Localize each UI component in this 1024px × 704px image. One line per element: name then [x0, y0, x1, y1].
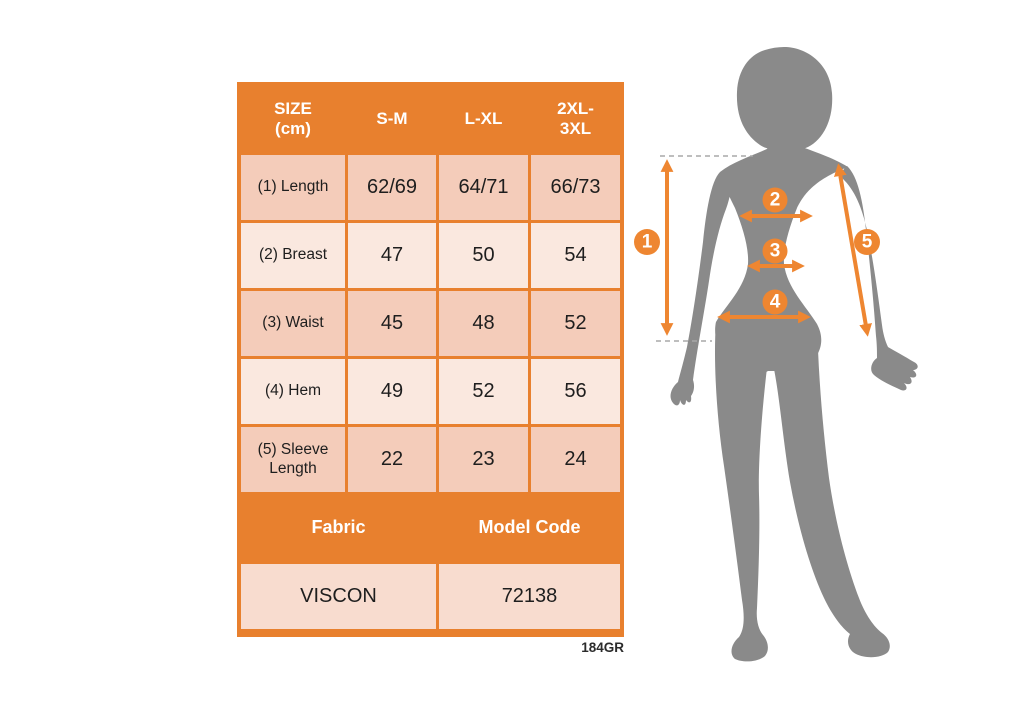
- size-table: SIZE (cm) S-M L-XL 2XL-3XL (1) Length 62…: [237, 82, 624, 637]
- row-label-length: (1) Length: [241, 155, 345, 220]
- cell-hem-2xl-3xl: 56: [531, 359, 620, 424]
- cell-waist-2xl-3xl: 52: [531, 291, 620, 356]
- row-label-waist: (3) Waist: [241, 291, 345, 356]
- marker-circle-4: [762, 289, 788, 315]
- marker-number-3: 3: [770, 241, 781, 262]
- marker-number-4: 4: [770, 292, 781, 313]
- cell-sleeve-2xl-3xl: 24: [531, 427, 620, 492]
- cell-length-2xl-3xl: 66/73: [531, 155, 620, 220]
- cell-hem-s-m: 49: [348, 359, 436, 424]
- marker-number-2: 2: [770, 190, 781, 211]
- footer-value-model-code: 72138: [439, 564, 620, 629]
- row-label-sleeve-length: (5) Sleeve Length: [241, 427, 345, 492]
- cell-sleeve-s-m: 22: [348, 427, 436, 492]
- marker-circle-1: [634, 229, 660, 255]
- marker-circle-2: [762, 187, 788, 213]
- measurement-diagram: 1 2 3 4 5: [634, 47, 918, 662]
- row-label-breast: (2) Breast: [241, 223, 345, 288]
- cell-waist-s-m: 45: [348, 291, 436, 356]
- marker-number-1: 1: [642, 232, 653, 253]
- table-header-l-xl: L-XL: [439, 86, 528, 152]
- cell-hem-l-xl: 52: [439, 359, 528, 424]
- marker-circle-5: [854, 229, 880, 255]
- row-label-hem: (4) Hem: [241, 359, 345, 424]
- cell-waist-l-xl: 48: [439, 291, 528, 356]
- cell-sleeve-l-xl: 23: [439, 427, 528, 492]
- cell-breast-s-m: 47: [348, 223, 436, 288]
- body-silhouette-icon: [670, 47, 918, 662]
- table-header-size: SIZE (cm): [241, 86, 345, 152]
- cell-length-s-m: 62/69: [348, 155, 436, 220]
- marker-circle-3: [762, 238, 788, 264]
- marker-number-5: 5: [862, 232, 873, 253]
- cell-length-l-xl: 64/71: [439, 155, 528, 220]
- footer-value-fabric: VISCON: [241, 564, 436, 629]
- cell-breast-l-xl: 50: [439, 223, 528, 288]
- weight-note: 184GR: [581, 640, 624, 655]
- footer-header-model-code: Model Code: [439, 495, 620, 561]
- table-header-2xl-3xl: 2XL-3XL: [531, 86, 620, 152]
- cell-breast-2xl-3xl: 54: [531, 223, 620, 288]
- measure-arrow-sleeve: [834, 163, 872, 337]
- footer-header-fabric: Fabric: [241, 495, 436, 561]
- table-header-s-m: S-M: [348, 86, 436, 152]
